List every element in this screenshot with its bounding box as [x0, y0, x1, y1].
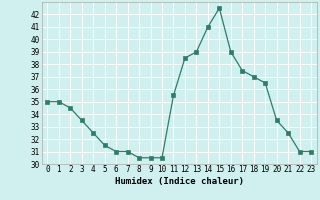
X-axis label: Humidex (Indice chaleur): Humidex (Indice chaleur) [115, 177, 244, 186]
